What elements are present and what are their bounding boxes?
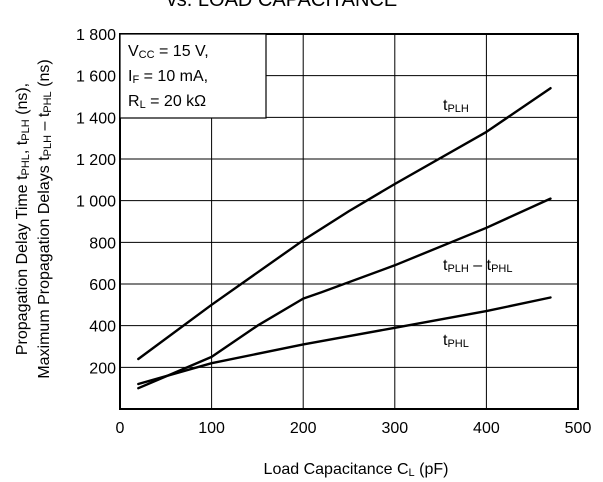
series-label-diff-sub1: PLH (447, 263, 468, 275)
condition-vcc-sub: CC (139, 49, 155, 61)
series-label-diff-main: t (443, 257, 448, 274)
conditions-box-border (119, 33, 267, 119)
y-axis-label-line1-mid: , t (14, 140, 31, 154)
series-label-tplh-sub: PLH (447, 103, 468, 115)
series-line-1 (137, 197, 552, 390)
y-tick-label-2: 600 (89, 277, 116, 294)
series-line-0 (137, 86, 552, 361)
condition-if-symbol: I (128, 68, 132, 85)
y-axis-label-line2-sub1: PLH (42, 135, 54, 156)
series-label-tplh: tPLH (443, 97, 469, 115)
x-axis-label-sub: L (409, 467, 415, 479)
y-axis-label-line1-suffix: (ns), (14, 83, 31, 119)
y-axis-label-line2-prefix: Maximum Propagation Delays t (36, 156, 53, 379)
x-tick-label-4: 400 (473, 420, 500, 437)
y-ticks: 200 400 600 800 1 000 1 200 1 400 1 600 1 800 (76, 27, 116, 377)
y-tick-label-5: 1 200 (76, 152, 116, 169)
series-label-tphl-main: t (443, 332, 448, 349)
y-axis-label-line1-sub1: PHL (20, 154, 32, 175)
series-label-diff-mid: – t (469, 257, 492, 274)
x-tick-label-2: 200 (290, 420, 317, 437)
condition-if-sub: F (132, 74, 139, 86)
y-axis-label-line1: Propagation Delay Time tPHL, tPLH (ns), (14, 83, 32, 355)
y-axis-label-line1-sub2: PLH (20, 119, 32, 140)
x-tick-label-1: 100 (198, 420, 225, 437)
series-lines (137, 86, 552, 390)
y-tick-label-0: 200 (89, 360, 116, 377)
condition-rl-sub: L (140, 99, 146, 111)
series-label-tplh-main: t (443, 97, 448, 114)
condition-rl: RL = 20 kΩ (128, 93, 206, 111)
y-tick-label-4: 1 000 (76, 194, 116, 211)
y-tick-label-7: 1 600 (76, 69, 116, 86)
condition-vcc-symbol: V (128, 43, 139, 60)
y-axis-label-line2-sub2: PHL (42, 91, 54, 112)
condition-rl-symbol: R (128, 93, 140, 110)
y-axis-label-line2-suffix: (ns) (36, 59, 53, 91)
y-axis-label-line2-mid: – t (36, 112, 53, 135)
condition-if: IF = 10 mA, (128, 68, 208, 86)
conditions-box: VCC = 15 V, IF = 10 mA, RL = 20 kΩ (119, 33, 267, 119)
x-axis-label-symbol: C (397, 461, 409, 478)
condition-vcc: VCC = 15 V, (128, 43, 209, 61)
x-ticks: 0 100 200 300 400 500 (116, 420, 592, 437)
x-tick-label-0: 0 (116, 420, 125, 437)
series-label-tphl-sub: PHL (447, 338, 468, 350)
y-tick-label-3: 800 (89, 235, 116, 252)
series-line-2 (137, 296, 552, 386)
y-tick-label-8: 1 800 (76, 27, 116, 44)
x-axis-label-main: Load Capacitance (264, 461, 393, 478)
x-tick-label-5: 500 (565, 420, 592, 437)
y-tick-label-6: 1 400 (76, 110, 116, 127)
condition-if-text: = 10 mA, (139, 68, 208, 85)
series-label-diff: tPLH – tPHL (443, 257, 513, 275)
chart-title: vs. LOAD CAPACITANCE (167, 0, 397, 11)
x-tick-label-3: 300 (381, 420, 408, 437)
series-label-diff-sub2: PHL (491, 263, 512, 275)
y-axis-label-line2: Maximum Propagation Delays tPLH – tPHL (… (36, 59, 54, 378)
y-tick-label-1: 400 (89, 319, 116, 336)
series-label-tphl: tPHL (443, 332, 469, 350)
condition-rl-text: = 20 kΩ (146, 93, 206, 110)
x-axis-label-unit: (pF) (419, 461, 448, 478)
x-axis-label: Load Capacitance CL (pF) (264, 461, 449, 479)
y-axis-label-line1-prefix: Propagation Delay Time t (14, 175, 31, 355)
plot-frame (119, 33, 579, 410)
condition-vcc-text: = 15 V, (155, 43, 209, 60)
